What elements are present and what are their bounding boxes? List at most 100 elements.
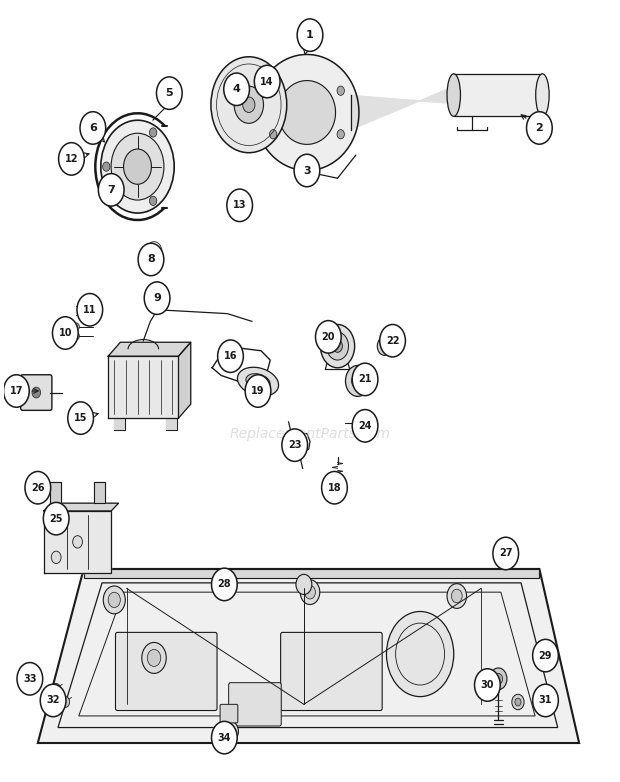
Circle shape [533, 684, 559, 717]
Circle shape [447, 583, 467, 608]
Circle shape [327, 332, 348, 360]
Ellipse shape [447, 74, 461, 117]
Text: 34: 34 [218, 733, 231, 743]
Circle shape [242, 97, 255, 113]
Polygon shape [114, 418, 125, 429]
Circle shape [345, 365, 370, 396]
Circle shape [533, 640, 559, 672]
Ellipse shape [246, 374, 270, 389]
FancyBboxPatch shape [115, 633, 217, 711]
Circle shape [270, 130, 277, 139]
Circle shape [353, 418, 363, 429]
Text: 8: 8 [147, 254, 155, 264]
Circle shape [80, 112, 105, 144]
Circle shape [61, 697, 69, 708]
FancyBboxPatch shape [281, 633, 382, 711]
Circle shape [254, 65, 280, 98]
Circle shape [35, 476, 44, 487]
Polygon shape [44, 503, 118, 511]
Circle shape [211, 721, 237, 754]
Polygon shape [255, 55, 359, 170]
Polygon shape [84, 569, 539, 578]
Text: 4: 4 [232, 84, 241, 95]
Circle shape [304, 586, 316, 599]
Circle shape [333, 340, 342, 353]
Circle shape [245, 375, 271, 407]
Circle shape [149, 196, 157, 206]
Text: 27: 27 [499, 548, 513, 558]
Text: 15: 15 [74, 413, 87, 423]
Polygon shape [44, 511, 111, 572]
Circle shape [321, 325, 355, 368]
Text: 14: 14 [260, 77, 274, 87]
Circle shape [111, 133, 164, 200]
Circle shape [103, 162, 110, 171]
Circle shape [4, 375, 29, 407]
Text: 16: 16 [224, 351, 237, 361]
Circle shape [494, 673, 503, 684]
Circle shape [337, 130, 344, 139]
Text: 13: 13 [233, 200, 246, 210]
Circle shape [149, 246, 159, 258]
Text: 26: 26 [31, 482, 45, 493]
Circle shape [51, 551, 61, 564]
Text: 7: 7 [107, 185, 115, 195]
Polygon shape [351, 87, 454, 130]
Circle shape [108, 592, 120, 608]
Circle shape [138, 243, 164, 276]
Circle shape [68, 402, 94, 434]
Circle shape [99, 174, 124, 206]
Circle shape [224, 73, 249, 106]
Circle shape [378, 337, 392, 355]
Circle shape [490, 668, 507, 690]
Circle shape [92, 302, 98, 310]
Polygon shape [94, 482, 105, 503]
Circle shape [296, 574, 312, 594]
Ellipse shape [536, 74, 549, 117]
Circle shape [512, 694, 524, 710]
Text: 20: 20 [322, 332, 335, 342]
Text: 21: 21 [358, 375, 372, 385]
Text: 9: 9 [153, 293, 161, 303]
Circle shape [451, 589, 462, 603]
Text: 11: 11 [83, 305, 97, 315]
Text: 24: 24 [358, 421, 372, 431]
Text: ReplacementParts.com: ReplacementParts.com [229, 426, 391, 440]
Circle shape [316, 321, 341, 353]
Text: 17: 17 [10, 386, 23, 396]
Polygon shape [108, 343, 191, 356]
Text: 32: 32 [46, 695, 60, 705]
Circle shape [270, 86, 277, 95]
Ellipse shape [237, 368, 278, 396]
Text: 12: 12 [64, 154, 78, 164]
Text: 1: 1 [306, 30, 314, 40]
Circle shape [123, 149, 151, 185]
Text: 31: 31 [539, 695, 552, 705]
Text: 29: 29 [539, 651, 552, 661]
Polygon shape [278, 81, 335, 145]
Circle shape [337, 86, 344, 95]
Circle shape [379, 325, 405, 357]
Circle shape [352, 363, 378, 396]
Circle shape [386, 612, 454, 697]
Circle shape [352, 373, 364, 389]
Text: 19: 19 [251, 386, 265, 396]
FancyBboxPatch shape [220, 705, 238, 723]
FancyBboxPatch shape [229, 683, 281, 726]
Text: 25: 25 [50, 514, 63, 524]
Polygon shape [179, 343, 191, 418]
Text: 33: 33 [23, 674, 37, 683]
Circle shape [73, 323, 79, 331]
Circle shape [73, 536, 82, 548]
Text: 3: 3 [303, 166, 311, 175]
Text: 23: 23 [288, 440, 301, 450]
Circle shape [297, 19, 323, 52]
Circle shape [52, 683, 60, 694]
Polygon shape [108, 356, 179, 418]
Polygon shape [166, 418, 177, 429]
Circle shape [223, 721, 239, 741]
Circle shape [474, 669, 500, 701]
Circle shape [17, 662, 43, 695]
Text: 22: 22 [386, 335, 399, 346]
Circle shape [381, 343, 388, 350]
